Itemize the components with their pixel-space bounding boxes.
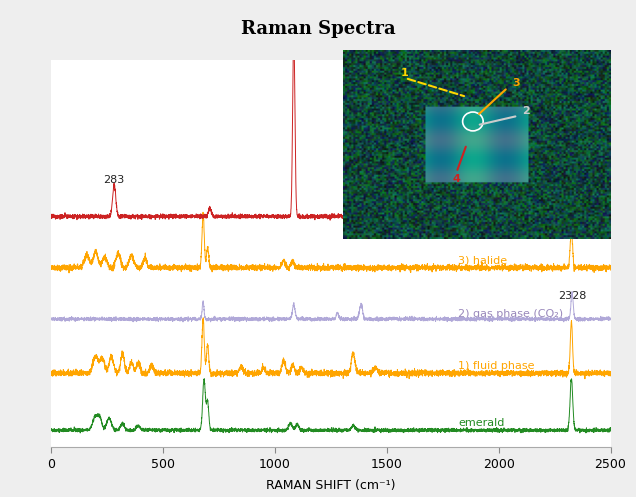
X-axis label: RAMAN SHIFT (cm⁻¹): RAMAN SHIFT (cm⁻¹): [266, 479, 396, 492]
Text: 4) calcite: 4) calcite: [459, 205, 510, 215]
Text: 1726: 1726: [423, 187, 452, 197]
Text: 283: 283: [104, 175, 125, 185]
Text: 2: 2: [522, 106, 530, 116]
Text: 3: 3: [512, 78, 520, 87]
Text: 1387: 1387: [347, 95, 377, 108]
Text: 2) gas phase (CO₂): 2) gas phase (CO₂): [459, 310, 563, 320]
Text: 4: 4: [452, 174, 460, 184]
Text: 1: 1: [401, 68, 409, 78]
Text: 1) fluid phase: 1) fluid phase: [459, 361, 535, 371]
Text: 2328: 2328: [558, 291, 586, 301]
Text: 3) halide: 3) halide: [459, 256, 508, 266]
Text: 1085: 1085: [0, 496, 1, 497]
Text: Raman Spectra: Raman Spectra: [240, 20, 396, 38]
Text: emerald: emerald: [459, 418, 505, 428]
